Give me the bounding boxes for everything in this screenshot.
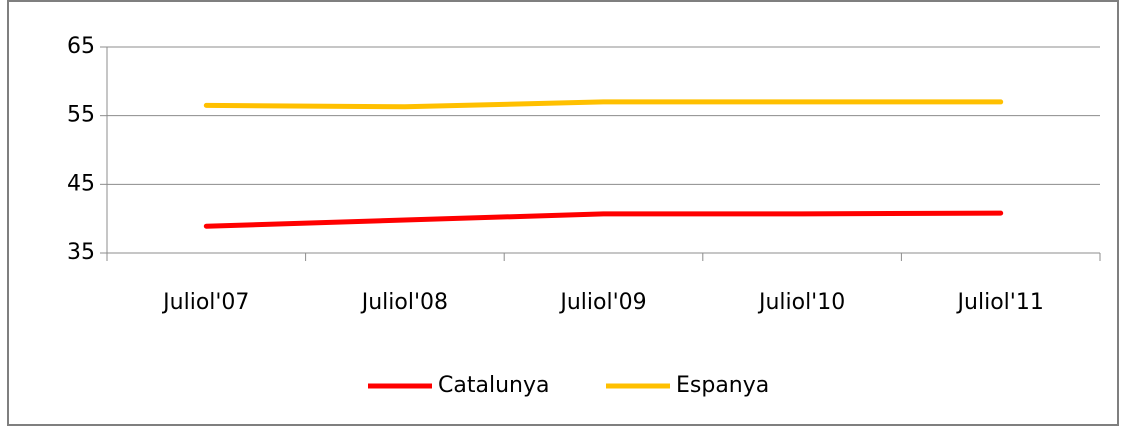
series-line bbox=[203, 99, 1004, 110]
x-tick-label: Juliol'09 bbox=[558, 290, 646, 315]
y-tick-label: 35 bbox=[67, 240, 95, 265]
legend-label: Catalunya bbox=[438, 373, 549, 398]
series-line bbox=[203, 210, 1004, 229]
legend-label: Espanya bbox=[676, 373, 769, 398]
y-tick-label: 65 bbox=[67, 34, 95, 59]
x-tick-label: Juliol'07 bbox=[161, 290, 249, 315]
x-tick-label: Juliol'08 bbox=[360, 290, 448, 315]
y-tick-label: 55 bbox=[67, 103, 95, 128]
x-tick-label: Juliol'10 bbox=[757, 290, 845, 315]
y-tick-label: 45 bbox=[67, 171, 95, 196]
x-tick-label: Juliol'11 bbox=[956, 290, 1044, 315]
